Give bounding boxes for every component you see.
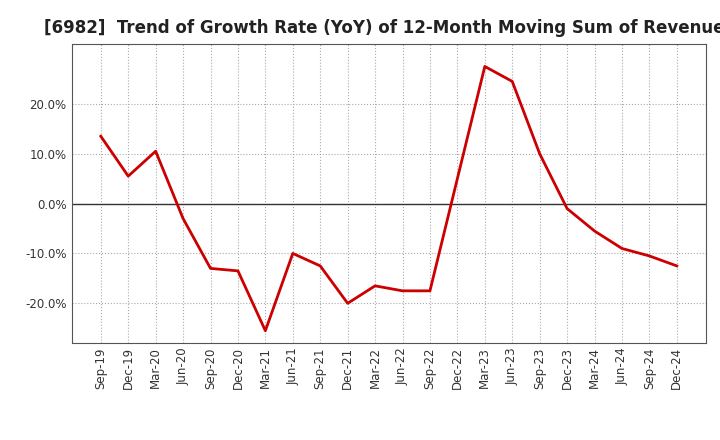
- Title: [6982]  Trend of Growth Rate (YoY) of 12-Month Moving Sum of Revenues: [6982] Trend of Growth Rate (YoY) of 12-…: [44, 19, 720, 37]
